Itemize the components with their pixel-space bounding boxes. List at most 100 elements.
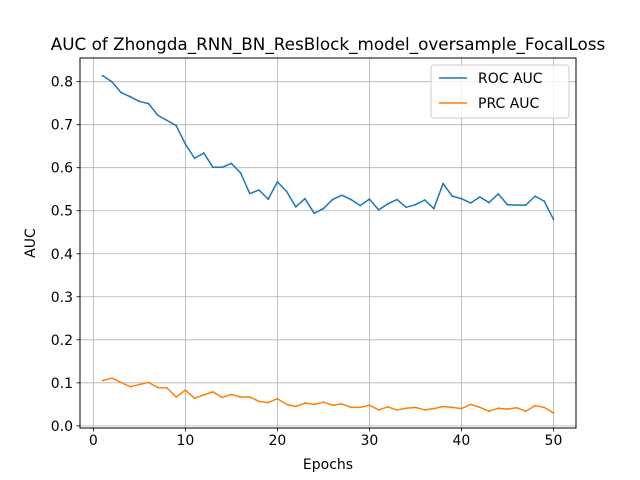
data-point bbox=[515, 204, 518, 207]
x-tick-label: 10 bbox=[176, 433, 194, 449]
data-point bbox=[478, 196, 481, 198]
y-tick-label: 0.1 bbox=[51, 376, 73, 392]
data-point bbox=[304, 402, 306, 404]
data-point bbox=[377, 409, 380, 411]
data-point bbox=[156, 114, 159, 117]
data-point bbox=[267, 401, 270, 404]
data-point bbox=[451, 195, 454, 198]
chart-title: AUC of Zhongda_RNN_BN_ResBlock_model_ove… bbox=[51, 34, 605, 55]
data-point bbox=[147, 381, 150, 384]
data-point bbox=[396, 198, 398, 201]
data-point bbox=[414, 406, 417, 409]
data-point bbox=[331, 404, 334, 407]
y-tick-label: 0.8 bbox=[51, 75, 73, 91]
data-point bbox=[543, 200, 546, 203]
data-point bbox=[515, 406, 518, 409]
data-point bbox=[313, 212, 316, 215]
data-point bbox=[294, 405, 297, 408]
data-point bbox=[202, 393, 205, 396]
data-point bbox=[432, 207, 435, 210]
data-point bbox=[120, 91, 122, 94]
data-point bbox=[322, 401, 325, 404]
data-point bbox=[276, 397, 279, 400]
data-point bbox=[331, 198, 334, 201]
data-point bbox=[340, 194, 343, 197]
data-point bbox=[276, 181, 279, 183]
data-point bbox=[101, 74, 104, 77]
y-tick-label: 0.2 bbox=[51, 333, 73, 349]
data-point bbox=[423, 409, 426, 411]
data-point bbox=[543, 406, 546, 409]
data-point bbox=[396, 409, 398, 411]
data-point bbox=[386, 406, 389, 408]
data-point bbox=[248, 192, 251, 195]
data-point bbox=[129, 385, 132, 388]
data-point bbox=[442, 405, 444, 408]
series-line-prc-auc bbox=[102, 377, 554, 414]
y-axis-label: AUC bbox=[23, 228, 39, 258]
data-point bbox=[184, 389, 187, 392]
data-point bbox=[184, 143, 187, 145]
data-point bbox=[506, 408, 509, 410]
data-point bbox=[460, 407, 463, 410]
y-tick-label: 0.4 bbox=[51, 247, 73, 263]
data-point bbox=[414, 203, 417, 206]
x-tick-label: 0 bbox=[89, 433, 98, 449]
data-point bbox=[110, 80, 113, 83]
data-point bbox=[359, 204, 362, 207]
data-point bbox=[193, 397, 196, 400]
data-point bbox=[534, 195, 536, 198]
data-point bbox=[313, 403, 316, 406]
data-point bbox=[552, 412, 555, 414]
data-point bbox=[497, 407, 500, 410]
data-point bbox=[350, 198, 352, 201]
data-point bbox=[193, 157, 196, 160]
legend-label: ROC AUC bbox=[478, 71, 543, 87]
data-point bbox=[166, 119, 168, 122]
legend-label: PRC AUC bbox=[478, 96, 540, 112]
data-point bbox=[285, 190, 288, 193]
data-point bbox=[534, 404, 536, 407]
y-tick-label: 0.6 bbox=[51, 161, 73, 177]
data-point bbox=[524, 410, 527, 413]
legend: ROC AUC PRC AUC bbox=[430, 64, 570, 119]
x-tick-label: 50 bbox=[545, 433, 563, 449]
data-point bbox=[304, 197, 306, 200]
data-point bbox=[359, 406, 362, 409]
data-point bbox=[497, 193, 500, 195]
data-point bbox=[138, 383, 141, 386]
data-point bbox=[221, 166, 224, 169]
data-point bbox=[442, 182, 444, 185]
data-point bbox=[212, 390, 214, 393]
data-point bbox=[166, 387, 168, 389]
data-point bbox=[469, 403, 472, 406]
data-point bbox=[460, 197, 463, 200]
y-tick-label: 0.3 bbox=[51, 290, 73, 306]
data-point bbox=[488, 410, 490, 413]
data-point bbox=[552, 218, 555, 221]
data-point bbox=[175, 124, 178, 127]
data-point bbox=[451, 406, 454, 409]
data-point bbox=[230, 393, 233, 396]
x-tick-label: 30 bbox=[360, 433, 378, 449]
data-point bbox=[239, 396, 242, 398]
y-tick-label: 0.0 bbox=[51, 419, 73, 435]
data-point bbox=[386, 202, 389, 205]
data-point bbox=[129, 95, 132, 98]
grid-layer bbox=[80, 58, 576, 428]
data-point bbox=[368, 198, 371, 201]
data-point bbox=[488, 201, 490, 204]
data-point bbox=[248, 396, 251, 398]
data-point bbox=[432, 407, 435, 410]
series-line-roc-auc bbox=[102, 75, 555, 220]
x-tick-label: 40 bbox=[453, 433, 471, 449]
data-point bbox=[285, 403, 288, 406]
tick-layer: 0 10 20 30 40 50 0.0 0.1 0.2 0.3 0.4 0.5 0.6 0.7 0.8 bbox=[51, 75, 563, 449]
data-point bbox=[110, 377, 113, 379]
data-point bbox=[175, 396, 178, 398]
data-point bbox=[212, 166, 214, 169]
data-point bbox=[423, 199, 426, 201]
series-layer bbox=[101, 74, 555, 414]
plot-frame bbox=[79, 57, 577, 429]
